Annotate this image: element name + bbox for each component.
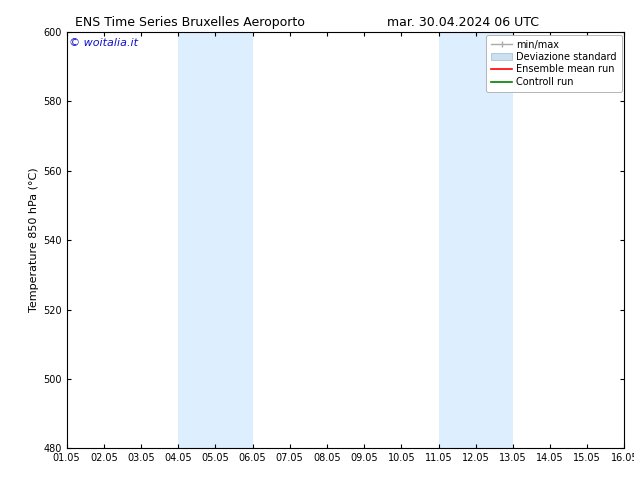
Bar	[439, 32, 513, 448]
Text: mar. 30.04.2024 06 UTC: mar. 30.04.2024 06 UTC	[387, 16, 539, 29]
Y-axis label: Temperature 850 hPa (°C): Temperature 850 hPa (°C)	[29, 168, 39, 313]
Text: © woitalia.it: © woitalia.it	[69, 38, 138, 48]
Bar	[178, 32, 252, 448]
Legend: min/max, Deviazione standard, Ensemble mean run, Controll run: min/max, Deviazione standard, Ensemble m…	[486, 35, 621, 92]
Text: ENS Time Series Bruxelles Aeroporto: ENS Time Series Bruxelles Aeroporto	[75, 16, 305, 29]
